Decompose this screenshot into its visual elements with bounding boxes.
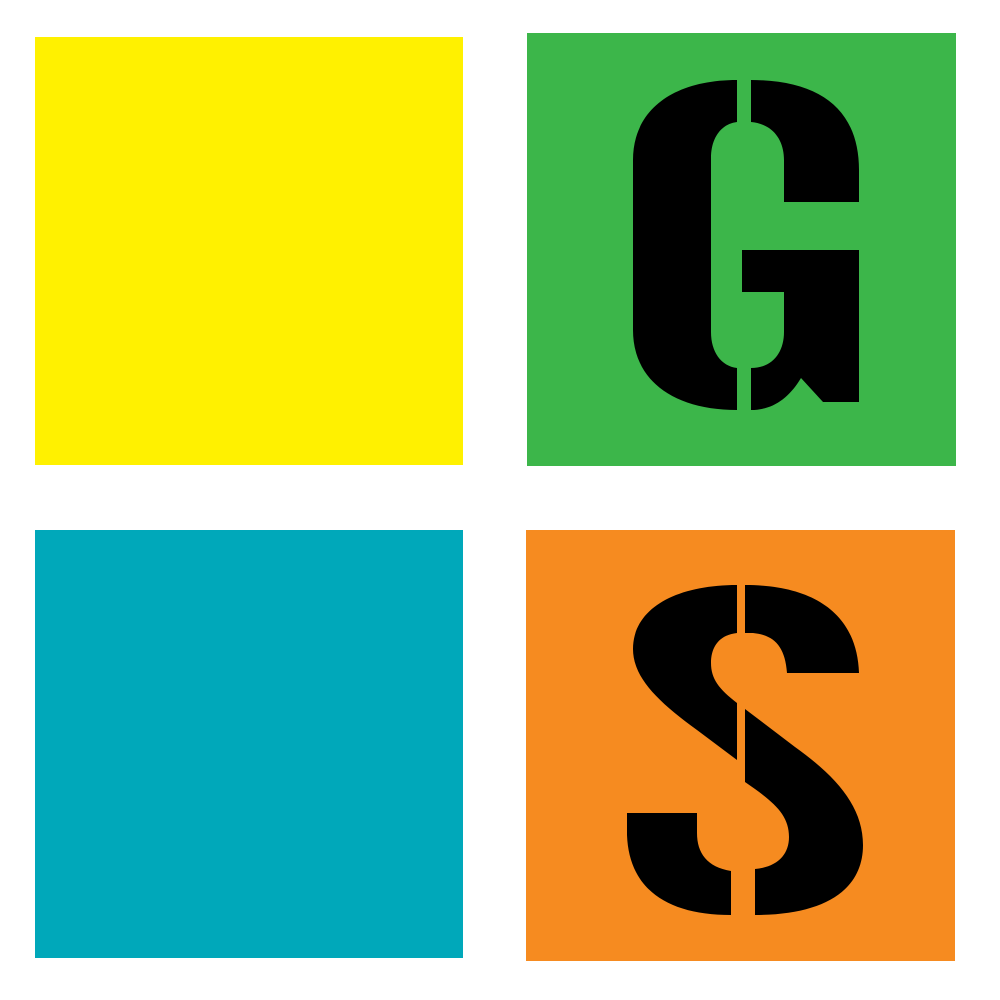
orange-tile [526,530,955,961]
teal-tile [35,530,463,958]
stencil-letter-g [633,80,859,410]
green-tile [527,33,956,466]
stencil-letter-s [627,585,863,915]
yellow-tile [35,37,463,465]
